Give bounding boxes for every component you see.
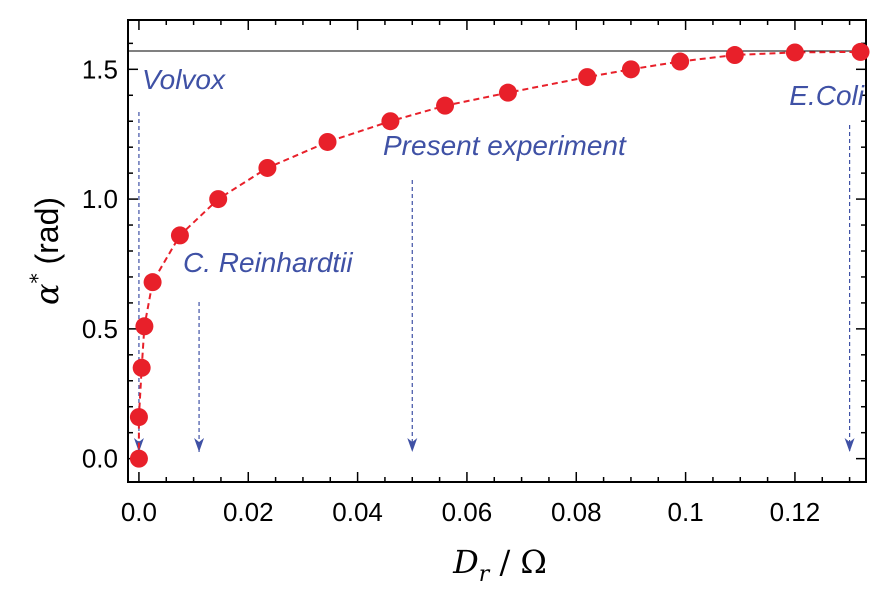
data-point xyxy=(258,158,277,177)
data-point xyxy=(143,273,162,292)
annotation-label: Volvox xyxy=(142,64,226,95)
data-point xyxy=(132,358,151,377)
data-point xyxy=(851,42,870,61)
y-axis-title-sup: * xyxy=(25,273,49,283)
data-point xyxy=(381,112,400,131)
x-tick-label: 0.08 xyxy=(551,497,602,527)
annotation-label: E.Coli xyxy=(789,80,864,111)
data-point xyxy=(621,60,640,79)
data-point xyxy=(135,317,154,336)
data-point xyxy=(129,408,148,427)
x-axis-title: Dr / Ω xyxy=(452,543,547,587)
data-point xyxy=(318,132,337,151)
y-tick-label: 0.0 xyxy=(82,444,118,474)
annotation-arrows xyxy=(133,112,855,452)
annotation-label: Present experiment xyxy=(383,130,627,161)
data-point xyxy=(170,226,189,245)
x-tick-label: 0.1 xyxy=(668,497,704,527)
x-tick-label: 0.12 xyxy=(770,497,821,527)
axis-ticks xyxy=(128,20,866,482)
data-point xyxy=(209,190,228,209)
y-tick-label: 1.0 xyxy=(82,184,118,214)
x-axis-title-sub: r xyxy=(479,562,491,587)
data-point xyxy=(129,449,148,468)
x-tick-label: 0.02 xyxy=(223,497,274,527)
data-point xyxy=(785,43,804,62)
y-tick-label: 1.5 xyxy=(82,54,118,84)
axis-tick-labels: 0.0 0.02 0.04 0.06 0.08 0.1 0.12 0.0 0.5 1.0 1.5 xyxy=(82,54,820,527)
data-point xyxy=(436,96,455,115)
x-tick-label: 0.0 xyxy=(121,497,157,527)
data-point xyxy=(671,52,690,71)
annotation-labels: Volvox C. Reinhardtii Present experiment E.… xyxy=(142,64,865,278)
data-point xyxy=(578,68,597,87)
annotation-label: C. Reinhardtii xyxy=(183,247,353,278)
data-point xyxy=(498,83,517,102)
x-tick-label: 0.06 xyxy=(442,497,493,527)
y-axis-title-rest: (rad) xyxy=(29,197,65,273)
data-point xyxy=(725,46,744,65)
x-axis-title-main: D xyxy=(452,543,479,581)
x-tick-label: 0.04 xyxy=(332,497,383,527)
x-axis-title-rest: / Ω xyxy=(489,543,547,581)
series-points xyxy=(129,42,870,468)
y-tick-label: 0.5 xyxy=(82,314,118,344)
y-axis-title-main: α xyxy=(28,283,66,305)
y-axis-title: α* (rad) xyxy=(25,197,66,305)
